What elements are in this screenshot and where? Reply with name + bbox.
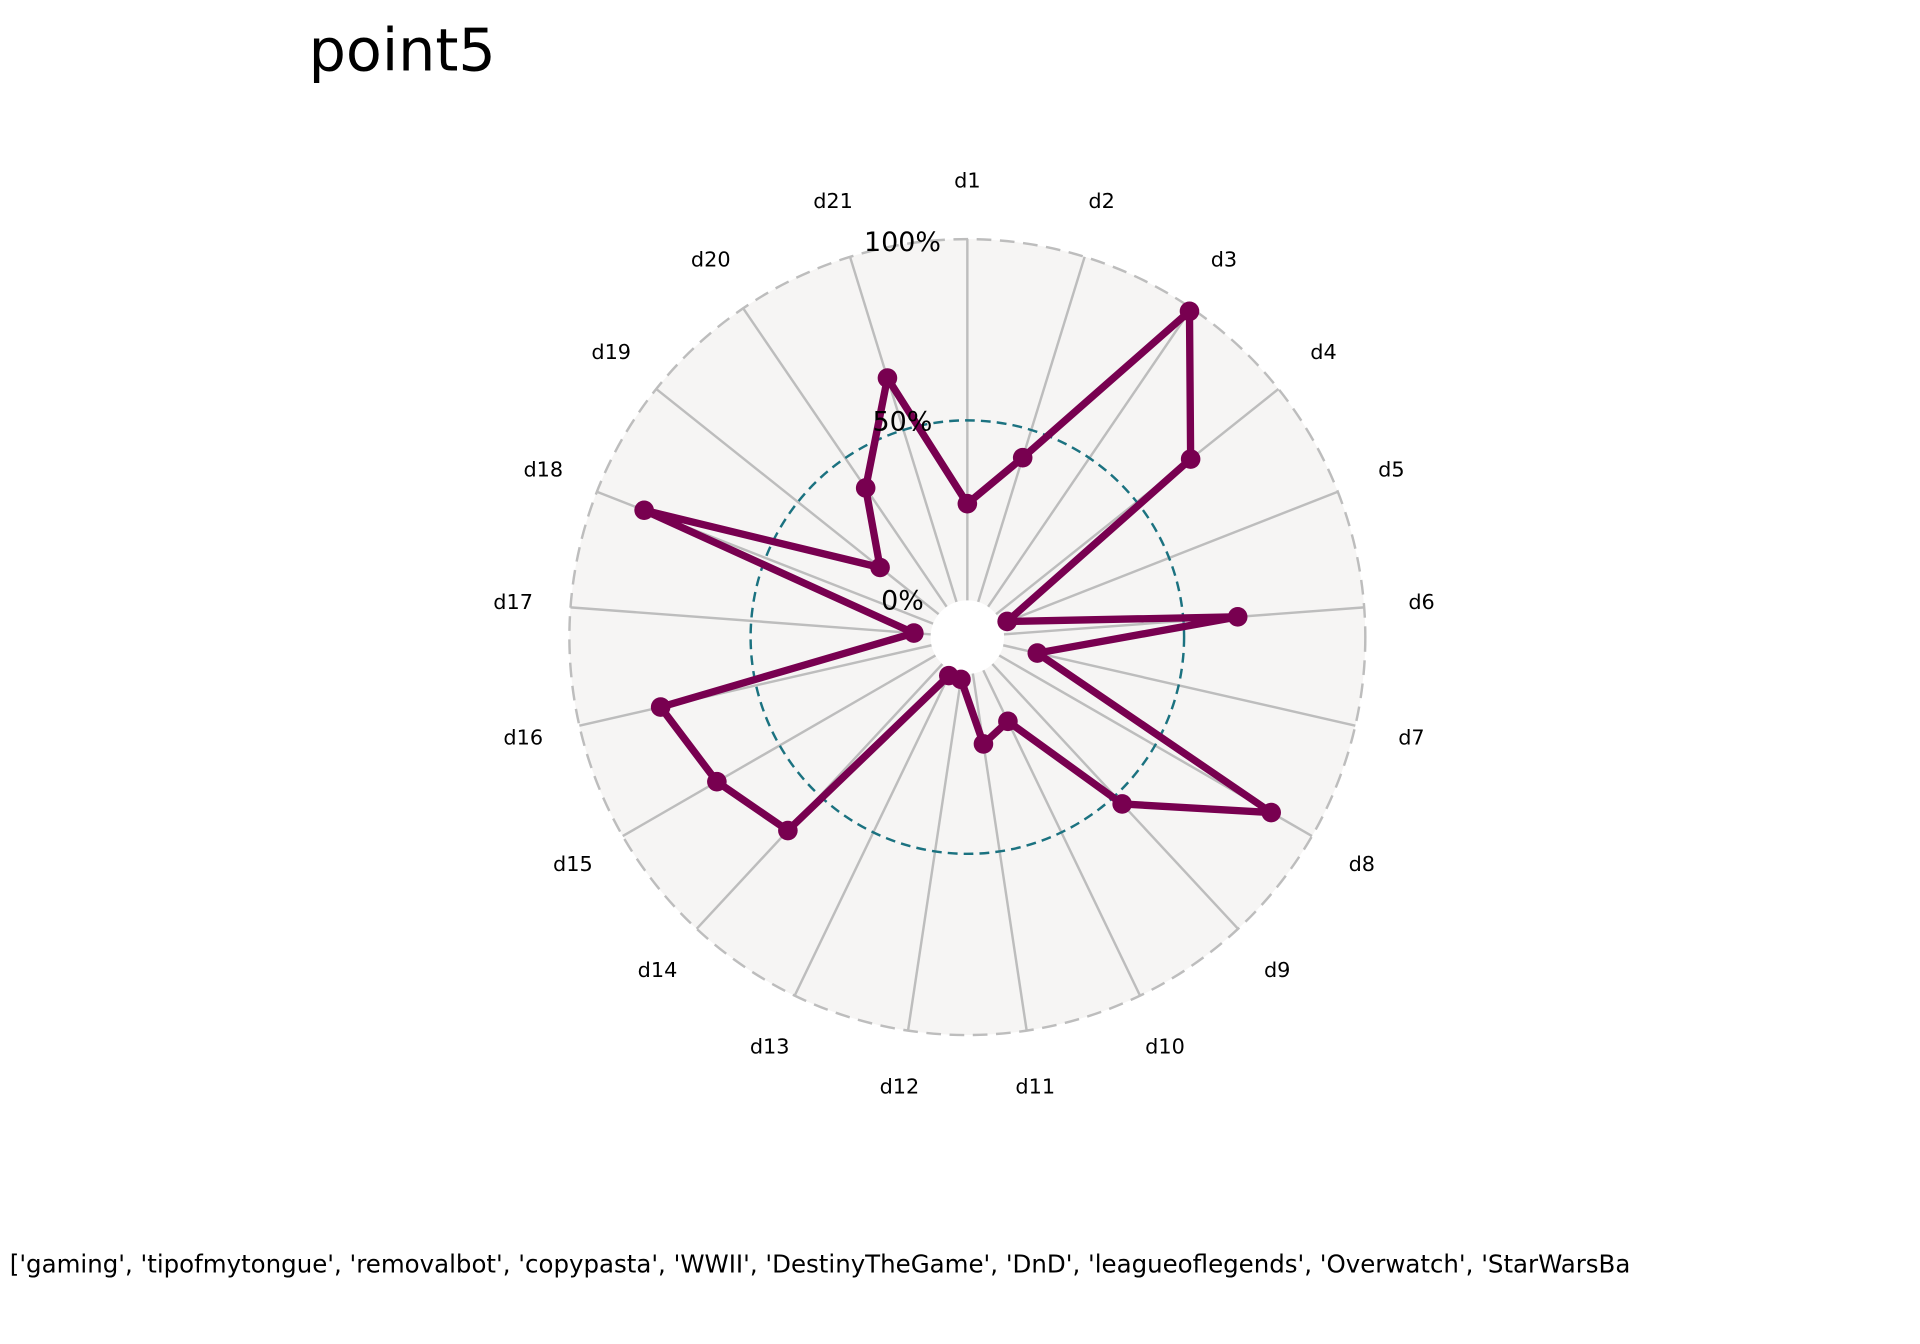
data-point [1027, 643, 1048, 663]
data-point [1227, 607, 1248, 627]
spoke [655, 388, 941, 616]
data-point [938, 665, 959, 686]
category-label: d21 [813, 189, 853, 213]
data-point [855, 478, 876, 498]
data-point [1012, 447, 1033, 468]
data-point [1261, 802, 1281, 823]
data-point [997, 611, 1017, 632]
grid-ring [568, 237, 1367, 1037]
spoke [570, 606, 933, 636]
data-point [634, 500, 654, 521]
data-point [1180, 449, 1201, 469]
data-point [998, 711, 1018, 732]
category-label: d11 [1015, 1075, 1055, 1099]
category-label: d19 [591, 340, 631, 364]
category-label: d1 [954, 169, 980, 193]
spoke [579, 643, 933, 727]
category-label: d8 [1349, 852, 1375, 876]
category-label: d4 [1310, 340, 1336, 364]
data-point [778, 820, 798, 841]
category-label: d13 [750, 1035, 790, 1059]
category-label: d7 [1398, 725, 1424, 749]
data-point [973, 734, 994, 754]
category-label: d16 [503, 725, 543, 749]
category-label: d6 [1408, 590, 1434, 614]
category-label: d14 [638, 958, 678, 982]
spoke [742, 307, 949, 609]
category-label: d17 [493, 590, 533, 614]
category-label: d3 [1211, 248, 1237, 272]
spoke [622, 653, 938, 838]
series-line [640, 307, 1275, 835]
data-point [650, 697, 671, 717]
grid-ring [749, 419, 1186, 856]
category-label: d9 [1264, 958, 1290, 982]
category-label: d10 [1145, 1035, 1185, 1059]
r-tick-label: 50% [873, 406, 933, 437]
r-tick-label: 100% [864, 227, 941, 258]
data-point [707, 771, 727, 792]
category-label: d20 [691, 248, 731, 272]
caption: ['gaming', 'tipofmytongue', 'removalbot'… [10, 1249, 1631, 1278]
data-point [904, 623, 924, 643]
data-point [957, 493, 978, 514]
category-label: d2 [1088, 189, 1114, 213]
data-point [1112, 794, 1132, 814]
data-point [1179, 301, 1200, 322]
category-label: d5 [1378, 458, 1404, 482]
category-label: d15 [553, 852, 593, 876]
data-point [877, 368, 898, 388]
grid-ring [930, 600, 1005, 674]
data-point [870, 557, 890, 578]
category-label: d18 [523, 458, 563, 482]
r-tick-label: 0% [881, 585, 924, 616]
chart-title: point5 [309, 15, 496, 84]
category-label: d12 [880, 1075, 920, 1099]
